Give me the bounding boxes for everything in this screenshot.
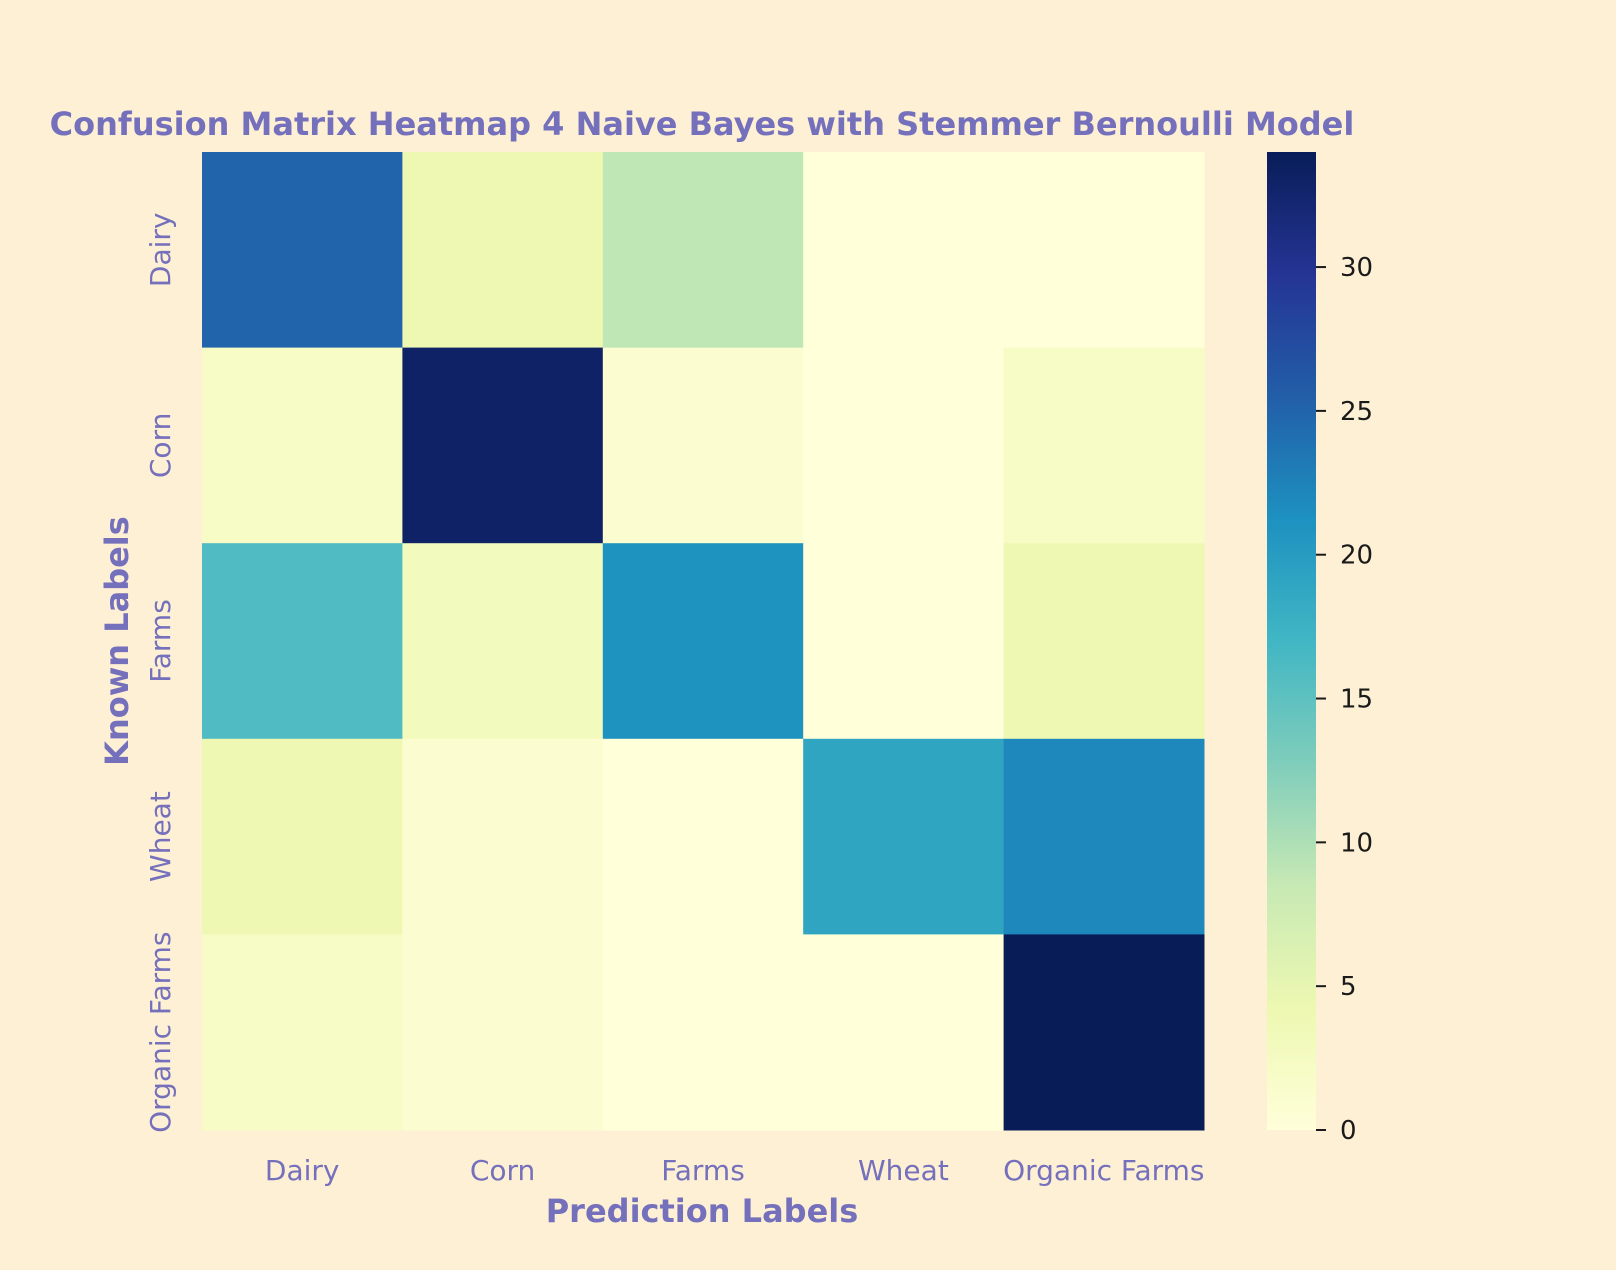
x-tick-label: Farms — [661, 1154, 745, 1187]
heatmap-cell — [602, 347, 804, 544]
x-axis-label: Prediction Labels — [546, 1192, 859, 1230]
heatmap-cell — [402, 934, 604, 1131]
heatmap-cell — [1003, 738, 1205, 935]
heatmap-cell — [1003, 152, 1205, 349]
heatmap-cell — [1003, 543, 1205, 740]
heatmap-cell — [402, 347, 604, 544]
x-tick-label: Organic Farms — [1003, 1154, 1204, 1187]
heatmap-cells — [202, 152, 1205, 1131]
colorbar-tick-label: 30 — [1340, 253, 1373, 283]
heatmap-cell — [202, 543, 403, 740]
y-tick-labels: Dairy Corn Farms Wheat Organic Farms — [144, 213, 177, 1133]
x-tick-label: Wheat — [858, 1154, 949, 1187]
colorbar-tick-label: 20 — [1340, 541, 1373, 571]
heatmap-cell — [602, 152, 804, 349]
y-tick-label: Dairy — [144, 213, 177, 288]
heatmap-cell — [402, 738, 604, 935]
heatmap-cell — [803, 738, 1005, 935]
colorbar-tick-label: 0 — [1340, 1116, 1357, 1146]
heatmap-cell — [202, 152, 403, 349]
x-tick-labels: Dairy Corn Farms Wheat Organic Farms — [265, 1154, 1205, 1187]
heatmap-cell — [202, 738, 403, 935]
heatmap-cell — [602, 543, 804, 740]
colorbar-tick-label: 25 — [1340, 397, 1373, 427]
heatmap-cell — [803, 347, 1005, 544]
heatmap-cell — [202, 934, 403, 1131]
y-tick-label: Corn — [144, 413, 177, 478]
chart-title: Confusion Matrix Heatmap 4 Naive Bayes w… — [50, 105, 1355, 143]
heatmap-cell — [803, 152, 1005, 349]
colorbar — [1267, 152, 1316, 1130]
heatmap-cell — [402, 152, 604, 349]
y-tick-label: Wheat — [144, 791, 177, 882]
heatmap-cell — [803, 543, 1005, 740]
x-tick-label: Corn — [470, 1154, 535, 1187]
colorbar-tick-label: 15 — [1340, 685, 1373, 715]
y-tick-label: Organic Farms — [144, 932, 177, 1133]
colorbar-tick-label: 5 — [1340, 972, 1357, 1002]
heatmap-cell — [803, 934, 1005, 1131]
y-tick-label: Farms — [144, 599, 177, 683]
heatmap-cell — [402, 543, 604, 740]
x-tick-label: Dairy — [265, 1154, 340, 1187]
heatmap-cell — [1003, 347, 1205, 544]
heatmap-cell — [602, 738, 804, 935]
heatmap-cell — [202, 347, 403, 544]
heatmap-cell — [602, 934, 804, 1131]
colorbar-tick-label: 10 — [1340, 828, 1373, 858]
heatmap-cell — [1003, 934, 1205, 1131]
y-axis-label: Known Labels — [98, 516, 136, 766]
colorbar-ticks: 0 5 10 15 20 25 30 — [1316, 253, 1373, 1146]
